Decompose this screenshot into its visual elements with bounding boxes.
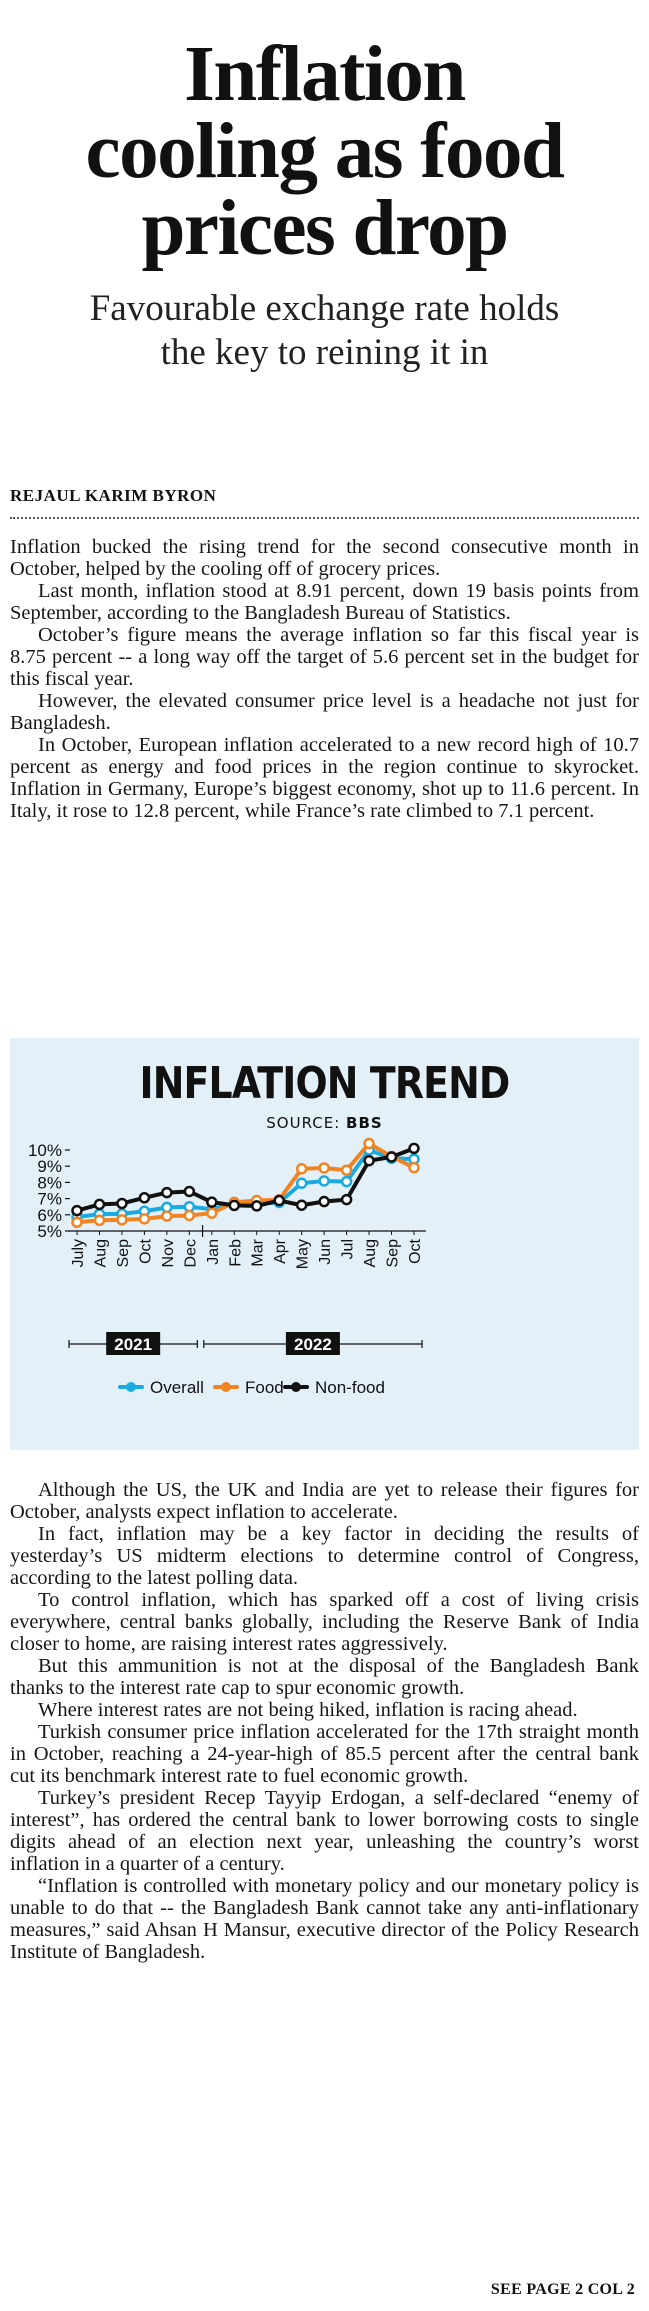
x-tick-label: Jan xyxy=(205,1239,222,1265)
article-body-top: Inflation bucked the rising trend for th… xyxy=(10,536,639,822)
legend-label: Overall xyxy=(150,1378,204,1397)
data-point-food xyxy=(408,1161,420,1174)
data-point-non-food xyxy=(138,1192,151,1204)
year-label: 2021 xyxy=(114,1335,152,1354)
x-tick-label: Aug xyxy=(362,1239,379,1267)
byline: REJAUL KARIM BYRON xyxy=(10,486,217,505)
x-tick-label: Oct xyxy=(407,1238,424,1263)
paragraph: Last month, inflation stood at 8.91 perc… xyxy=(10,580,639,624)
data-point-non-food xyxy=(363,1154,375,1167)
data-point-overall xyxy=(340,1175,353,1188)
data-point-non-food xyxy=(318,1195,330,1208)
headline: Inflation cooling as food prices drop xyxy=(0,31,649,272)
paragraph: Turkish consumer price inflation acceler… xyxy=(10,1721,639,1787)
paragraph: Turkey’s president Recep Tayyip Erdogan,… xyxy=(10,1787,639,1875)
x-tick-label: May xyxy=(295,1239,312,1269)
data-point-non-food xyxy=(93,1198,106,1211)
data-point-non-food xyxy=(385,1151,398,1163)
paragraph: But this ammunition is not at the dispos… xyxy=(10,1655,639,1699)
x-tick-label: Sep xyxy=(385,1239,402,1268)
headline-line-2: cooling as food xyxy=(85,108,565,195)
headline-line-3: prices drop xyxy=(141,185,509,272)
paragraph: In October, European inflation accelerat… xyxy=(10,734,639,822)
legend-label: Non-food xyxy=(315,1378,385,1397)
y-tick-label: 6% xyxy=(37,1206,62,1225)
x-tick-label: Sep xyxy=(115,1239,132,1268)
data-point-food xyxy=(363,1137,375,1150)
series-line-non-food xyxy=(75,1146,416,1213)
x-tick-label: Nov xyxy=(160,1239,177,1267)
x-tick-label: Dec xyxy=(182,1239,199,1267)
data-point-non-food xyxy=(295,1199,308,1211)
continued-on-page: SEE PAGE 2 COL 2 xyxy=(490,2281,635,2298)
y-tick-label: 9% xyxy=(37,1157,62,1176)
data-point-non-food xyxy=(71,1204,83,1217)
chart-source: SOURCE: BBS xyxy=(10,1114,639,1132)
series-line-overall xyxy=(75,1148,416,1220)
data-point-non-food xyxy=(408,1142,420,1155)
x-tick-label: Aug xyxy=(92,1239,109,1267)
byline-divider xyxy=(10,517,639,519)
data-point-non-food xyxy=(273,1194,285,1207)
x-tick-label: Jul xyxy=(340,1239,357,1259)
paragraph: Although the US, the UK and India are ye… xyxy=(10,1479,639,1523)
data-point-food xyxy=(116,1214,128,1226)
chart-source-value: BBS xyxy=(346,1114,383,1132)
data-point-non-food xyxy=(228,1199,241,1212)
paragraph: To control inflation, which has sparked … xyxy=(10,1589,639,1655)
legend-label: Food xyxy=(245,1378,284,1397)
y-tick-label: 5% xyxy=(37,1222,62,1241)
data-point-food xyxy=(206,1207,218,1219)
x-tick-label: Mar xyxy=(250,1238,267,1266)
legend-swatch-dot xyxy=(221,1382,231,1392)
data-point-food xyxy=(183,1209,196,1222)
paragraph: In fact, inflation may be a key factor i… xyxy=(10,1523,639,1589)
article-body-bottom: Although the US, the UK and India are ye… xyxy=(10,1479,639,1963)
paragraph: Inflation bucked the rising trend for th… xyxy=(10,536,639,580)
year-label-box xyxy=(106,1332,161,1355)
year-label-box xyxy=(285,1332,340,1355)
paragraph: Where interest rates are not being hiked… xyxy=(38,1699,578,1721)
paragraph: “Inflation is controlled with monetary p… xyxy=(10,1875,639,1963)
paragraph: October’s figure means the average infla… xyxy=(10,624,639,690)
data-point-overall xyxy=(318,1175,330,1187)
subheadline-line-2: the key to reining it in xyxy=(160,332,489,373)
year-label: 2022 xyxy=(294,1335,332,1354)
data-point-food xyxy=(93,1214,106,1227)
data-point-food xyxy=(295,1163,308,1175)
inflation-trend-chart: INFLATION TREND SOURCE: BBS 5% 6% 7% 8% 9% 10… xyxy=(10,1038,639,1450)
y-tick-label: 10% xyxy=(28,1141,62,1160)
paragraph: However, the elevated consumer price lev… xyxy=(10,690,639,734)
data-point-non-food xyxy=(161,1186,173,1199)
y-tick-label: 7% xyxy=(37,1190,62,1209)
legend-swatch-dot xyxy=(126,1382,136,1392)
x-tick-label: Feb xyxy=(227,1239,244,1267)
data-point-food xyxy=(138,1213,151,1225)
headline-line-1: Inflation xyxy=(184,31,466,118)
subheadline-line-1: Favourable exchange rate holds xyxy=(89,288,560,329)
x-tick-label: Apr xyxy=(272,1238,289,1264)
x-tick-label: July xyxy=(70,1239,87,1267)
data-point-food xyxy=(71,1216,83,1229)
data-point-non-food xyxy=(340,1193,353,1206)
chart-title: INFLATION TREND xyxy=(139,1058,511,1109)
chart-source-label: SOURCE: xyxy=(266,1114,341,1132)
legend-swatch-dot xyxy=(291,1382,301,1392)
x-tick-label: Jun xyxy=(317,1239,334,1265)
data-point-non-food xyxy=(250,1200,263,1212)
data-point-non-food xyxy=(183,1185,196,1198)
series-line-food xyxy=(75,1141,416,1225)
data-point-non-food xyxy=(206,1196,218,1208)
data-point-overall xyxy=(295,1177,308,1189)
subheadline: Favourable exchange rate holds the key t… xyxy=(0,287,649,375)
data-point-food xyxy=(318,1162,330,1174)
data-point-food xyxy=(161,1210,173,1222)
y-tick-label: 8% xyxy=(37,1173,62,1192)
data-point-food xyxy=(340,1164,353,1176)
chart-plot: 5%6%7%8%9%10% July Aug Sep Oct Nov Dec Jan Feb Ma… xyxy=(28,1137,426,1397)
data-point-non-food xyxy=(116,1197,128,1210)
x-tick-label: Oct xyxy=(137,1238,154,1263)
